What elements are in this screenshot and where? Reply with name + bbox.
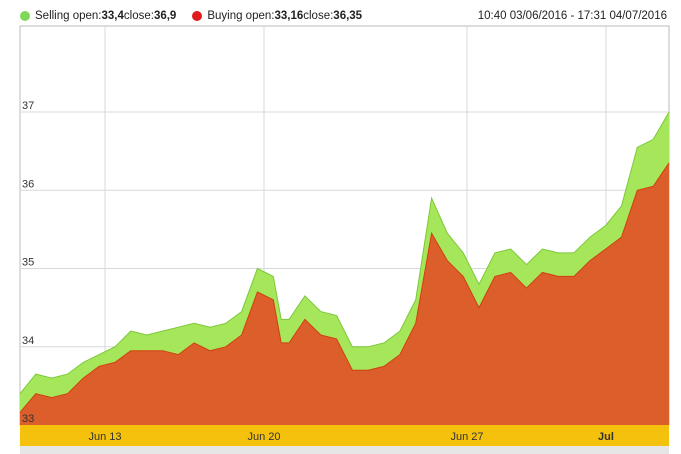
y-tick-label-36: 36 xyxy=(22,178,34,190)
series-area-buying xyxy=(20,162,669,425)
y-tick-label-34: 34 xyxy=(22,335,34,347)
navigator-bar[interactable] xyxy=(20,425,669,446)
x-tick-label-0: Jun 13 xyxy=(88,431,121,443)
series-line-buying xyxy=(19,162,670,413)
navigator-track xyxy=(20,446,669,454)
y-tick-labels: 33 34 35 36 37 xyxy=(22,100,34,425)
legend-buying-label: Buying open: xyxy=(207,10,275,22)
x-tick-label-3: Jul xyxy=(598,431,614,443)
legend-swatch-selling xyxy=(20,11,30,21)
x-tick-label-2: Jun 27 xyxy=(450,431,483,443)
legend-selling-label: Selling open: xyxy=(35,10,102,22)
x-tick-labels: Jun 13 Jun 20 Jun 27 Jul xyxy=(88,431,613,443)
legend-buying-open: 33,16 xyxy=(274,10,304,22)
series-areas xyxy=(19,111,670,425)
legend: Selling open: 33,4 close: 36,9 Buying open… xyxy=(20,6,378,26)
legend-selling-close: 36,9 xyxy=(153,10,177,22)
legend-item-buying[interactable]: Buying open: 33,16 close: 36,35 xyxy=(192,10,362,22)
date-range: 10:40 03/06/2016 - 17:31 04/07/2016 xyxy=(477,10,667,22)
legend-item-selling[interactable]: Selling open: 33,4 close: 36,9 xyxy=(20,10,176,22)
series-line-selling xyxy=(19,111,670,395)
y-tick-label-35: 35 xyxy=(22,257,34,269)
legend-swatch-buying xyxy=(192,11,203,21)
y-tick-label-37: 37 xyxy=(22,100,34,112)
legend-selling-close-label: close: xyxy=(123,10,154,22)
legend-buying-close-label: close: xyxy=(303,10,334,22)
y-tick-label-33: 33 xyxy=(22,413,34,425)
legend-selling-open: 33,4 xyxy=(101,10,124,22)
x-tick-label-1: Jun 20 xyxy=(247,431,280,443)
legend-buying-close: 36,35 xyxy=(333,10,363,22)
